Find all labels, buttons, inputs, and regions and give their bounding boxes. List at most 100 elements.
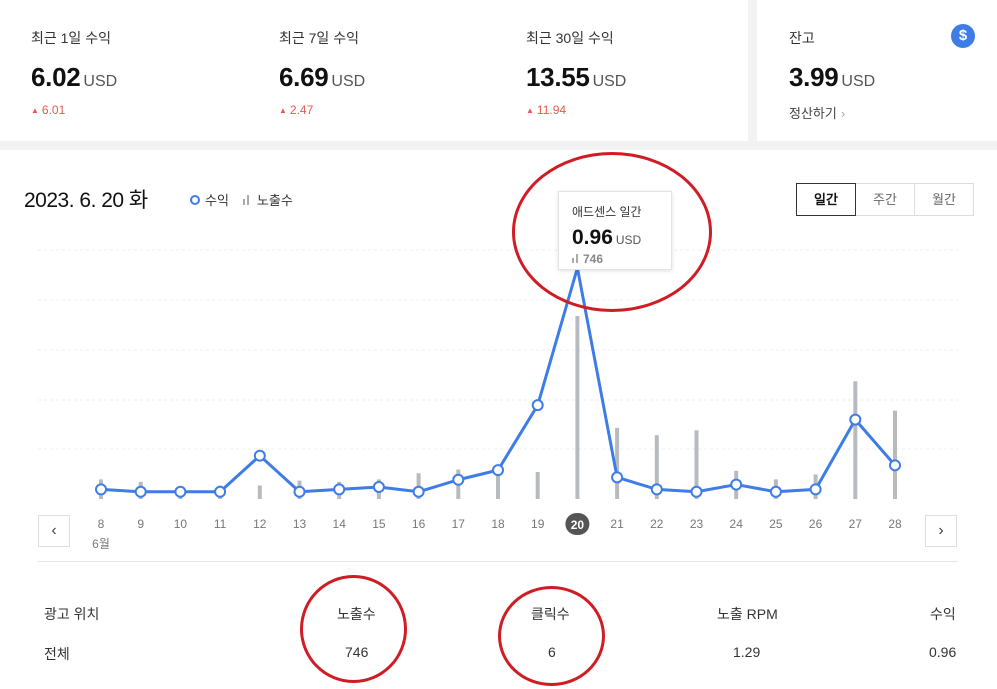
cell-rpm: 1.29 xyxy=(733,644,761,660)
stat-unit: USD xyxy=(331,73,366,90)
x-tick-label: 16 xyxy=(412,517,426,531)
impressions-bar xyxy=(615,427,620,499)
highlight-circle-tooltip xyxy=(512,152,712,312)
stat-change: 2.47 xyxy=(289,103,314,117)
divider xyxy=(38,561,958,562)
revenue-point xyxy=(372,480,385,493)
stat-value: 6.69 xyxy=(279,62,329,92)
tab-monthly[interactable]: 월간 xyxy=(914,183,974,216)
stat-7day: 최근 7일 수익 6.69 USD ▲ 2.47 xyxy=(279,28,365,117)
x-tick-label: 27 xyxy=(849,517,863,531)
impressions-bar xyxy=(575,316,580,499)
period-toggle: 일간 주간 월간 xyxy=(796,183,974,216)
header-ad-placement: 광고 위치 xyxy=(44,606,100,622)
stat-label: 최근 7일 수익 xyxy=(279,30,359,46)
revenue-point xyxy=(174,485,187,498)
revenue-point xyxy=(730,478,743,491)
x-tick-label: 22 xyxy=(650,517,664,531)
revenue-legend-icon xyxy=(190,194,200,205)
revenue-point xyxy=(531,399,544,412)
highlight-circle-impressions xyxy=(300,575,407,683)
revenue-point xyxy=(134,485,147,498)
x-tick-label: 24 xyxy=(730,517,744,531)
revenue-point xyxy=(452,473,465,486)
impressions-legend-icon xyxy=(242,194,251,205)
tab-weekly[interactable]: 주간 xyxy=(855,183,915,216)
impressions-bar xyxy=(893,410,897,499)
highlight-circle-clicks xyxy=(498,586,605,686)
up-arrow-icon: ▲ xyxy=(279,106,287,115)
stat-change: 11.94 xyxy=(536,103,567,117)
impressions-bar xyxy=(654,435,659,499)
revenue-point xyxy=(690,485,703,498)
revenue-point xyxy=(214,485,227,498)
header-revenue: 수익 xyxy=(930,606,956,622)
x-tick-label: 11 xyxy=(214,517,227,531)
chart-panel xyxy=(0,150,997,689)
chevron-right-icon: › xyxy=(840,106,846,121)
up-arrow-icon: ▲ xyxy=(31,106,39,115)
stat-unit: USD xyxy=(592,73,627,90)
x-tick-label: 21 xyxy=(610,517,624,531)
impressions-bar xyxy=(853,381,858,499)
x-tick-label: 18 xyxy=(491,517,505,531)
month-label: 6월 xyxy=(92,537,110,551)
cell-placement: 전체 xyxy=(44,646,70,662)
revenue-point xyxy=(611,471,624,484)
x-tick-label: 9 xyxy=(137,517,144,531)
legend-impressions-label[interactable]: 노출수 xyxy=(256,193,293,208)
stat-30day: 최근 30일 수익 13.55 USD ▲ 11.94 xyxy=(526,28,626,117)
settle-link[interactable]: 정산하기 › xyxy=(789,103,875,122)
revenue-point xyxy=(492,464,504,477)
x-tick-label: 10 xyxy=(174,517,188,531)
stat-value: 6.02 xyxy=(31,62,81,92)
selected-day-badge xyxy=(565,513,590,535)
prev-button[interactable]: ‹ xyxy=(38,515,70,547)
x-tick-label: 23 xyxy=(690,517,704,531)
chart-legend: 수익 노출수 xyxy=(190,190,293,209)
x-tick-label: 17 xyxy=(452,517,466,531)
tab-daily[interactable]: 일간 xyxy=(796,183,856,216)
revenue-point xyxy=(333,483,346,496)
balance-value: 3.99 xyxy=(789,62,839,92)
stat-label: 최근 30일 수익 xyxy=(526,30,614,46)
revenue-point xyxy=(293,485,306,498)
next-button[interactable]: › xyxy=(925,515,957,547)
settle-label: 정산하기 xyxy=(789,106,837,121)
date-title: 2023. 6. 20 화 xyxy=(24,189,148,212)
stat-unit: USD xyxy=(83,73,118,90)
x-tick-label: 15 xyxy=(372,517,386,531)
revenue-point xyxy=(412,485,425,498)
dollar-icon: $ xyxy=(951,24,975,48)
x-tick-label: 19 xyxy=(531,517,545,531)
up-arrow-icon: ▲ xyxy=(526,106,534,115)
stat-value: 13.55 xyxy=(526,62,590,92)
x-tick-label: 26 xyxy=(809,517,823,531)
revenue-point xyxy=(95,483,107,496)
chevron-left-icon: ‹ xyxy=(51,522,57,539)
stat-1day: 최근 1일 수익 6.02 USD ▲ 6.01 xyxy=(31,28,117,117)
cell-revenue: 0.96 xyxy=(929,644,957,660)
stat-label: 최근 1일 수익 xyxy=(31,30,111,46)
x-tick-label: 28 xyxy=(888,517,902,531)
revenue-point xyxy=(650,483,663,496)
legend-revenue-label[interactable]: 수익 xyxy=(205,193,229,208)
revenue-point xyxy=(889,459,901,472)
impressions-bar xyxy=(496,475,500,499)
x-tick-label: 14 xyxy=(333,517,347,531)
revenue-point xyxy=(809,483,822,496)
balance-unit: USD xyxy=(841,73,876,90)
revenue-point xyxy=(253,449,266,462)
chevron-right-icon: › xyxy=(938,522,944,539)
balance-panel xyxy=(757,0,997,141)
x-tick-label: 13 xyxy=(293,517,307,531)
revenue-line xyxy=(100,266,897,494)
x-tick-label-selected: 20 xyxy=(571,518,585,532)
header-rpm: 노출 RPM xyxy=(717,606,778,622)
summary-panel xyxy=(0,0,748,141)
stat-balance: 잔고 3.99 USD 정산하기 › xyxy=(789,28,875,122)
impressions-bar xyxy=(694,430,699,499)
impressions-bar xyxy=(535,472,540,499)
x-tick-label: 25 xyxy=(769,517,783,531)
